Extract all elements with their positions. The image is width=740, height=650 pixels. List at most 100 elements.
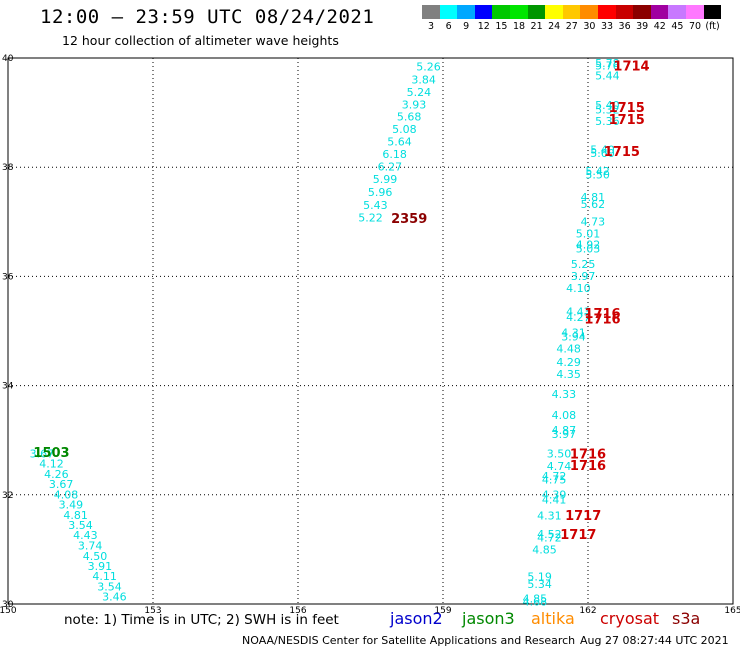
wave-height-label: 4.39 xyxy=(542,488,567,501)
wave-height-label: 5.19 xyxy=(527,571,552,584)
color-scale-swatch xyxy=(668,5,686,19)
wave-height-label: 4.31 xyxy=(537,510,562,523)
color-scale-label: 6 xyxy=(445,21,452,32)
wave-height-label: 4.87 xyxy=(552,424,577,437)
wave-height-label: 5.40 xyxy=(590,144,615,157)
wave-height-label: 5.40 xyxy=(595,99,620,112)
color-scale-swatch xyxy=(510,5,528,19)
wave-height-label: 4.27 xyxy=(566,311,591,324)
wave-height-label: 3.54 xyxy=(68,519,93,532)
color-scale-swatch xyxy=(474,5,493,19)
y-tick-label: 40 xyxy=(2,54,14,64)
time-label: 2359 xyxy=(391,212,427,227)
wave-height-label: 4.26 xyxy=(44,468,69,481)
color-scale-swatch xyxy=(439,5,458,19)
time-label: 1717 xyxy=(565,509,601,524)
wave-height-label: 4.75 xyxy=(542,474,567,487)
wave-height-label: 4.81 xyxy=(63,509,88,522)
color-scale-swatch xyxy=(545,5,563,19)
wave-height-label: 5.42 xyxy=(585,165,610,178)
legend-jason2: jason2 xyxy=(390,609,443,628)
wave-height-label: 5.43 xyxy=(363,199,388,212)
wave-height-label: 3.54 xyxy=(97,581,122,594)
color-scale-swatch xyxy=(562,5,581,19)
wave-height-label: 5.76 xyxy=(595,60,620,73)
legend-altika: altika xyxy=(531,609,575,628)
color-scale-swatch xyxy=(422,5,440,19)
color-scale-label: 33 xyxy=(600,21,614,32)
wave-height-label: 5.25 xyxy=(571,258,596,271)
wave-height-label: 6.18 xyxy=(382,148,407,161)
color-scale-swatch xyxy=(598,5,616,19)
color-scale-label: 3 xyxy=(427,21,435,32)
wave-height-label: 4.52 xyxy=(537,528,562,541)
color-scale-label: 24 xyxy=(548,21,561,32)
wave-height-label: 5.01 xyxy=(576,227,601,240)
wave-height-label: 4.11 xyxy=(92,570,117,583)
wave-height-label: 4.10 xyxy=(566,282,591,295)
y-tick-label: 34 xyxy=(2,382,14,392)
wave-height-label: 5.34 xyxy=(527,578,552,591)
time-label: 1714 xyxy=(613,60,649,75)
wave-height-label: 5.99 xyxy=(373,173,398,186)
wave-height-label: 4.85 xyxy=(532,543,557,556)
wave-height-label: 5.44 xyxy=(595,69,620,82)
time-label: 1716 xyxy=(570,447,606,462)
wave-height-label: 3.84 xyxy=(411,73,436,86)
color-scale-swatch xyxy=(527,5,546,19)
wave-height-label: 4.41 xyxy=(542,494,567,507)
color-scale-swatch xyxy=(615,5,634,19)
legend-cryosat: cryosat xyxy=(600,609,660,628)
wave-height-label: 6.27 xyxy=(378,161,403,174)
wave-height-label: 4.50 xyxy=(83,550,108,563)
wave-height-label: 3.91 xyxy=(88,560,113,573)
color-scale-swatch xyxy=(650,5,669,19)
wave-height-label: 5.50 xyxy=(585,168,610,181)
wave-height-label: 4.12 xyxy=(39,458,64,471)
color-scale-swatch xyxy=(492,5,510,19)
wave-height-label: 3.46 xyxy=(102,590,127,603)
wave-height-label: 3.93 xyxy=(402,98,427,111)
wave-height-label: 5.08 xyxy=(392,123,417,136)
color-scale-swatch xyxy=(633,5,651,19)
wave-height-label: 5.96 xyxy=(368,186,393,199)
wave-height-label: 5.60 xyxy=(590,147,615,160)
color-scale-swatch xyxy=(686,5,704,19)
wave-height-label: 4.08 xyxy=(552,409,577,422)
wave-height-label: 4.72 xyxy=(542,470,567,483)
wave-height-label: 5.62 xyxy=(581,198,606,211)
y-tick-label: 38 xyxy=(2,163,14,173)
wave-height-label: 5.64 xyxy=(387,136,412,149)
y-tick-label: 30 xyxy=(2,600,14,610)
color-scale-label: (ft) xyxy=(705,21,720,32)
wave-height-label: 4.43 xyxy=(566,305,591,318)
color-scale-swatch xyxy=(580,5,598,19)
chart-subtitle: 12 hour collection of altimeter wave hei… xyxy=(62,33,339,48)
color-scale-label: 18 xyxy=(512,21,526,32)
wave-height-label: 4.72 xyxy=(537,531,562,544)
color-scale-label: 21 xyxy=(530,21,543,32)
legend-jason3: jason3 xyxy=(462,609,515,628)
color-scale-label: 27 xyxy=(565,21,578,32)
x-tick-label: 162 xyxy=(579,606,596,616)
wave-height-label: 5.78 xyxy=(595,57,620,70)
wave-height-label: 3.50 xyxy=(547,447,572,460)
wave-height-label: 5.26 xyxy=(416,61,441,74)
x-tick-label: 153 xyxy=(144,606,161,616)
wave-height-label: 5.24 xyxy=(407,86,432,99)
wave-height-label: 4.35 xyxy=(556,368,581,381)
wave-height-label: 3.67 xyxy=(49,478,74,491)
color-scale-label: 36 xyxy=(618,21,631,32)
wave-height-label: 5.68 xyxy=(397,110,422,123)
time-label: 1717 xyxy=(560,528,596,543)
wave-height-label: 4.31 xyxy=(561,327,586,340)
wave-height-label: 4.48 xyxy=(556,342,581,355)
x-tick-label: 150 xyxy=(0,606,17,616)
x-tick-label: 156 xyxy=(289,606,306,616)
wave-height-label: 3.49 xyxy=(59,499,84,512)
y-tick-label: 32 xyxy=(2,491,13,501)
y-tick-label: 36 xyxy=(2,272,14,282)
color-scale-label: 39 xyxy=(636,21,649,32)
time-label: 1715 xyxy=(609,101,645,116)
